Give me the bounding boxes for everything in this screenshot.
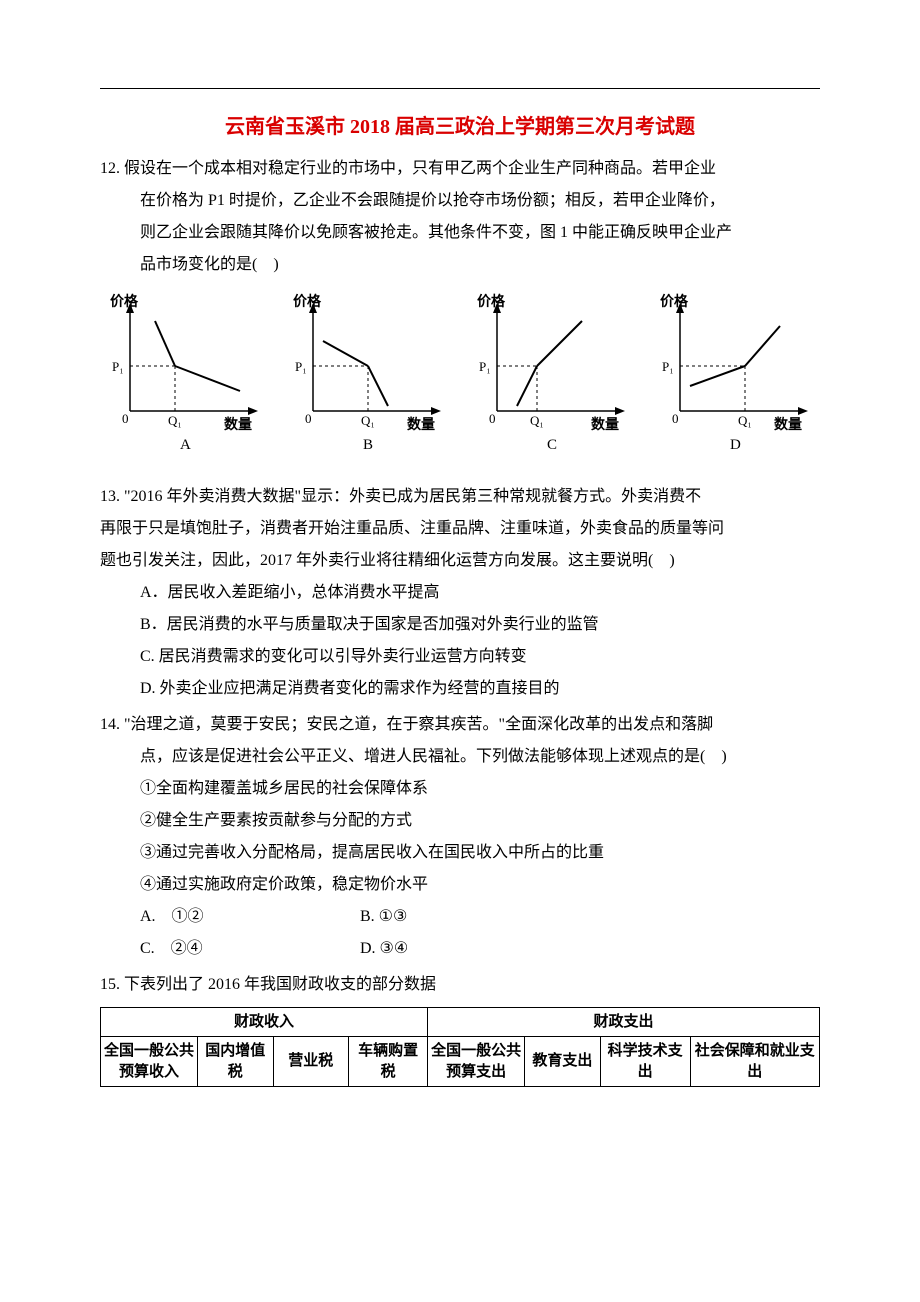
q12-number: 12. (100, 160, 120, 177)
chart-D: 价格 P₁ 0 Q₁ 数量 D (650, 291, 820, 451)
q13-number: 13. (100, 488, 120, 505)
chart-C: 价格 P₁ 0 Q₁ 数量 C (467, 291, 637, 451)
axis-y-label: 价格 (477, 293, 506, 310)
q14-circ-0: ①全面构建覆盖城乡居民的社会保障体系 (140, 773, 820, 805)
chart-letter-D: D (730, 437, 741, 451)
col-7: 社会保障和就业支出 (690, 1037, 819, 1087)
axis-y-label: 价格 (293, 293, 322, 310)
q1-label: Q₁ (738, 413, 752, 428)
q13-opt-C: C. 居民消费需求的变化可以引导外卖行业运营方向转变 (140, 641, 820, 673)
chart-B: 价格 P₁ 0 Q₁ 数量 B (283, 291, 453, 451)
page-top-border (100, 88, 820, 89)
q13-stem-0: "2016 年外卖消费大数据"显示：外卖已成为居民第三种常规就餐方式。外卖消费不 (124, 488, 701, 505)
col-5: 教育支出 (525, 1037, 600, 1087)
q12-stem-3: 品市场变化的是( ) (140, 249, 820, 281)
zero-label: 0 (305, 411, 312, 426)
q15-stem: 下表列出了 2016 年我国财政收支的部分数据 (124, 976, 436, 993)
p1-label: P₁ (662, 359, 674, 374)
fiscal-table: 财政收入 财政支出 全国一般公共预算收入 国内增值税 营业税 车辆购置税 全国一… (100, 1007, 820, 1087)
p1-label: P₁ (112, 359, 124, 374)
q12-stem-0: 假设在一个成本相对稳定行业的市场中，只有甲乙两个企业生产同种商品。若甲企业 (124, 160, 716, 177)
q15-number: 15. (100, 976, 120, 993)
chart-A: 价格 P₁ 0 Q₁ 数量 A (100, 291, 270, 451)
q13-opt-A: A．居民收入差距缩小，总体消费水平提高 (140, 577, 820, 609)
chart-letter-C: C (547, 437, 557, 451)
col-4: 全国一般公共预算支出 (428, 1037, 525, 1087)
q14-stem-0: "治理之道，莫要于安民；安民之道，在于察其疾苦。"全面深化改革的出发点和落脚 (124, 716, 713, 733)
q14-opt-A: A. ①② (140, 901, 360, 933)
col-0: 全国一般公共预算收入 (101, 1037, 198, 1087)
zero-label: 0 (672, 411, 679, 426)
q13-stem-1: 再限于只是填饱肚子，消费者开始注重品质、注重品牌、注重味道，外卖食品的质量等问 (100, 513, 820, 545)
q14-circ-3: ④通过实施政府定价政策，稳定物价水平 (140, 869, 820, 901)
question-15: 15. 下表列出了 2016 年我国财政收支的部分数据 财政收入 财政支出 全国… (100, 969, 820, 1087)
th-group-expense: 财政支出 (428, 1008, 820, 1037)
chart-letter-B: B (363, 437, 373, 451)
q1-label: Q₁ (530, 413, 544, 428)
doc-title: 云南省玉溪市 2018 届高三政治上学期第三次月考试题 (100, 110, 820, 139)
col-2: 营业税 (273, 1037, 348, 1087)
p1-label: P₁ (479, 359, 491, 374)
axis-x-label: 数量 (774, 416, 802, 433)
q14-opt-B: B. ①③ (360, 901, 407, 933)
q14-stem-1: 点，应该是促进社会公平正义、增进人民福祉。下列做法能够体现上述观点的是( ) (140, 741, 820, 773)
th-group-income: 财政收入 (101, 1008, 428, 1037)
q13-opt-B: B．居民消费的水平与质量取决于国家是否加强对外卖行业的监管 (140, 609, 820, 641)
q14-circ-2: ③通过完善收入分配格局，提高居民收入在国民收入中所占的比重 (140, 837, 820, 869)
q14-number: 14. (100, 716, 120, 733)
axis-y-label: 价格 (660, 293, 689, 310)
col-1: 国内增值税 (198, 1037, 273, 1087)
p1-label: P₁ (295, 359, 307, 374)
chart-letter-A: A (180, 437, 191, 451)
axis-y-label: 价格 (110, 293, 139, 310)
chart-row: 价格 P₁ 0 Q₁ 数量 A 价格 (100, 291, 820, 451)
axis-x-label: 数量 (591, 416, 619, 433)
q12-stem-2: 则乙企业会跟随其降价以免顾客被抢走。其他条件不变，图 1 中能正确反映甲企业产 (140, 217, 820, 249)
question-12: 12. 假设在一个成本相对稳定行业的市场中，只有甲乙两个企业生产同种商品。若甲企… (100, 153, 820, 281)
q14-circ-1: ②健全生产要素按贡献参与分配的方式 (140, 805, 820, 837)
table-row: 全国一般公共预算收入 国内增值税 营业税 车辆购置税 全国一般公共预算支出 教育… (101, 1037, 820, 1087)
col-3: 车辆购置税 (349, 1037, 428, 1087)
q14-opt-C: C. ②④ (140, 933, 360, 965)
q1-label: Q₁ (361, 413, 375, 428)
question-13: 13. "2016 年外卖消费大数据"显示：外卖已成为居民第三种常规就餐方式。外… (100, 481, 820, 705)
axis-x-label: 数量 (407, 416, 435, 433)
question-14: 14. "治理之道，莫要于安民；安民之道，在于察其疾苦。"全面深化改革的出发点和… (100, 709, 820, 965)
zero-label: 0 (489, 411, 496, 426)
q13-opt-D: D. 外卖企业应把满足消费者变化的需求作为经营的直接目的 (140, 673, 820, 705)
col-6: 科学技术支出 (600, 1037, 690, 1087)
q13-stem-2: 题也引发关注，因此，2017 年外卖行业将往精细化运营方向发展。这主要说明( ) (100, 545, 820, 577)
zero-label: 0 (122, 411, 129, 426)
q12-stem-1: 在价格为 P1 时提价，乙企业不会跟随提价以抢夺市场份额；相反，若甲企业降价， (140, 185, 820, 217)
q14-opt-D: D. ③④ (360, 933, 408, 965)
table-row: 财政收入 财政支出 (101, 1008, 820, 1037)
axis-x-label: 数量 (224, 416, 252, 433)
q1-label: Q₁ (168, 413, 182, 428)
